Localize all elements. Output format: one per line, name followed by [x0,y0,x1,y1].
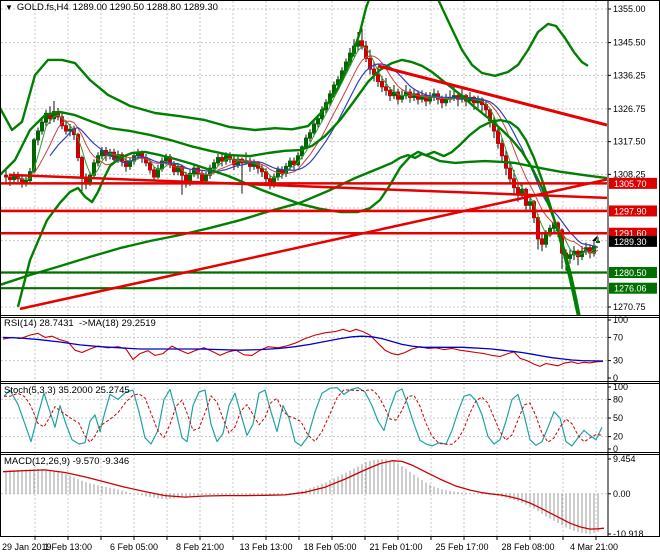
price-level-badge-label: 1280.50 [614,268,647,278]
stoch-indicator-label: Stoch(5,3,3) 35.2000 25.2745 [4,385,130,396]
time-tick-label: 25 Feb 17:00 [435,542,488,552]
price-level-badge [609,205,657,217]
price-level-badge [609,282,657,294]
symbol-dropdown-icon[interactable]: ▼ [5,3,13,12]
price-level-badge-label: 1291.60 [614,229,647,239]
price-tick-label: 1270.75 [613,302,646,312]
rsi-tick-label: 0 [613,373,618,383]
price-tick-label: 1336.25 [613,70,646,80]
price-level-badge [609,177,657,189]
rsi-tick-label: 70 [613,332,623,342]
macd-tick-label: 0.00 [613,489,631,499]
price-level-badge [609,235,657,247]
macd-tick-label: 9.454 [613,454,636,464]
price-level-badge-label: 1305.70 [614,179,647,189]
chart-title: ▼ GOLD.fs,H4 1289.00 1290.50 1288.80 128… [5,2,218,13]
stoch-tick-label: 100 [613,382,628,392]
stoch-tick-label: 80 [613,394,623,404]
symbol-period-label: GOLD.fs,H4 [16,2,69,13]
rsi-panel-surface[interactable] [1,317,607,381]
last-bar-arrow-icon [592,235,598,241]
stoch-tick-label: 0 [613,444,618,454]
stoch-tick-label: 20 [613,432,623,442]
macd-indicator-label: MACD(12,26,9) -9.570 -9.346 [4,456,130,467]
price-tick-label: 1317.50 [613,137,646,147]
time-tick-label: 4 Mar 21:00 [570,542,618,552]
price-tick-label: 1326.75 [613,104,646,114]
stoch-tick-label: 50 [613,413,623,423]
ohlc-quote-label: 1289.00 1290.50 1288.80 1289.30 [72,2,218,13]
rsi-tick-label: 100 [613,315,628,325]
rsi-indicator-label: RSI(14) 28.7431 ->MA(18) 29.2519 [4,318,156,329]
price-level-badge [609,267,657,279]
time-tick-label: 21 Feb 01:00 [369,542,422,552]
price-level-badge-label: 1289.30 [614,237,647,247]
main-chart-surface[interactable] [0,0,607,318]
time-tick-label: 13 Feb 13:00 [239,542,292,552]
time-tick-label: 29 Jan 2019 [2,542,52,552]
time-tick-label: 18 Feb 05:00 [303,542,356,552]
price-level-badge-label: 1297.90 [614,206,647,216]
time-tick-label: 6 Feb 05:00 [110,542,158,552]
stoch-panel-surface[interactable] [1,383,607,452]
time-tick-label: 1 Feb 13:00 [44,542,92,552]
price-tick-label: 1308.25 [613,169,646,179]
rsi-tick-label: 30 [613,356,623,366]
price-level-badge [609,227,657,239]
macd-tick-label: -10.918 [613,529,644,539]
price-tick-label: 1355.00 [613,4,646,14]
price-level-badge-label: 1276.06 [614,284,647,294]
macd-panel-surface[interactable] [1,454,607,536]
price-tick-label: 1345.50 [613,38,646,48]
time-tick-label: 28 Feb 08:00 [501,542,554,552]
time-tick-label: 8 Feb 21:00 [176,542,224,552]
price-axis[interactable]: 1355.00 1345.50 1336.25 1326.75 1317.50 1308.… [608,4,657,539]
